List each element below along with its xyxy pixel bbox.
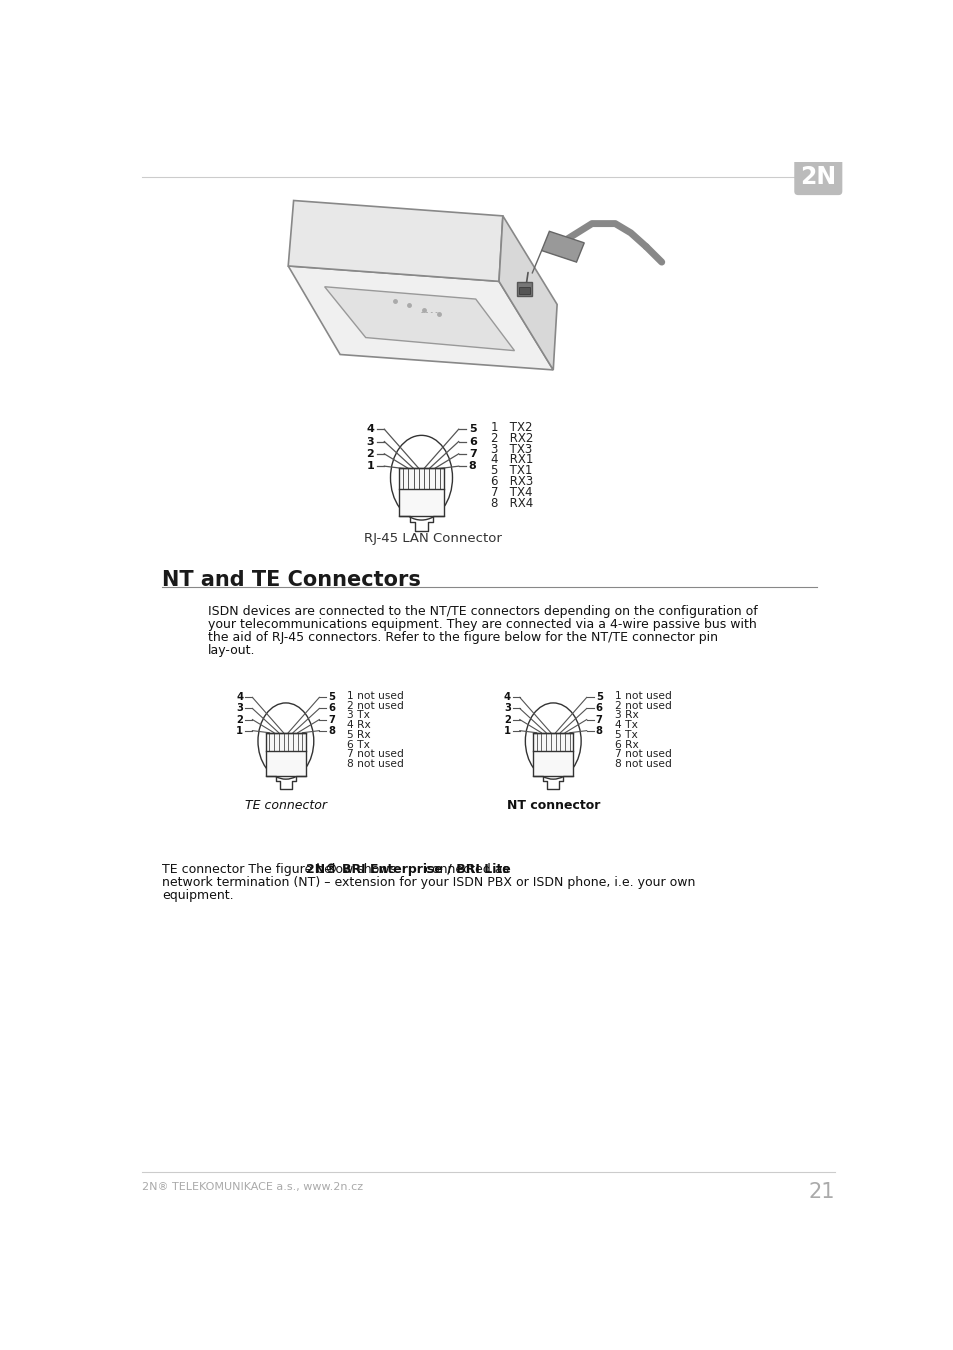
Polygon shape	[541, 231, 583, 262]
Text: 6   RX3: 6 RX3	[491, 475, 533, 489]
Text: 2 not used: 2 not used	[347, 701, 404, 710]
Text: the aid of RJ-45 connectors. Refer to the figure below for the NT/TE connector p: the aid of RJ-45 connectors. Refer to th…	[208, 630, 718, 644]
Text: 3: 3	[503, 703, 510, 713]
Text: 6 Rx: 6 Rx	[614, 740, 638, 749]
Text: 1: 1	[503, 726, 510, 736]
Text: RJ-45 LAN Connector: RJ-45 LAN Connector	[364, 532, 501, 544]
Text: 3 Tx: 3 Tx	[347, 710, 370, 721]
Text: 2N® TELEKOMUNIKACE a.s., www.2n.cz: 2N® TELEKOMUNIKACE a.s., www.2n.cz	[142, 1183, 363, 1192]
Text: 21: 21	[808, 1183, 835, 1203]
Text: 2: 2	[366, 448, 374, 459]
Text: 5   TX1: 5 TX1	[491, 464, 532, 478]
Text: 5 Rx: 5 Rx	[347, 730, 371, 740]
Text: - - - -: - - - -	[420, 309, 437, 315]
Text: 1: 1	[236, 726, 243, 736]
Bar	[265, 733, 306, 776]
Bar	[398, 468, 443, 516]
Polygon shape	[324, 286, 514, 351]
Text: 1   TX2: 1 TX2	[491, 421, 532, 435]
Text: 5 Tx: 5 Tx	[614, 730, 637, 740]
Text: 7: 7	[468, 448, 476, 459]
Text: NT and TE Connectors: NT and TE Connectors	[162, 570, 420, 590]
Text: 3: 3	[366, 436, 374, 447]
Text: 4   RX1: 4 RX1	[491, 454, 533, 467]
Text: 7   TX4: 7 TX4	[491, 486, 532, 500]
Bar	[517, 282, 532, 296]
Polygon shape	[498, 216, 557, 370]
Text: 6: 6	[596, 703, 602, 713]
Text: 1 not used: 1 not used	[347, 691, 404, 701]
Polygon shape	[288, 201, 502, 281]
Text: lay-out.: lay-out.	[208, 644, 255, 657]
Text: 1 not used: 1 not used	[614, 691, 671, 701]
Text: 5: 5	[596, 693, 602, 702]
Text: 8   RX4: 8 RX4	[491, 497, 533, 509]
Text: 2N® BRI Enterprise / BRI Lite: 2N® BRI Enterprise / BRI Lite	[305, 863, 510, 876]
Text: 2N: 2N	[800, 165, 836, 189]
Text: your telecommunications equipment. They are connected via a 4-wire passive bus w: your telecommunications equipment. They …	[208, 618, 757, 630]
Text: 6 Tx: 6 Tx	[347, 740, 370, 749]
Text: 7: 7	[328, 714, 335, 725]
Text: 7 not used: 7 not used	[614, 749, 671, 759]
Text: 2   RX2: 2 RX2	[491, 432, 533, 446]
Text: NT connector: NT connector	[506, 799, 599, 811]
Text: 1: 1	[366, 462, 374, 471]
Text: 8: 8	[328, 726, 335, 736]
Text: 4: 4	[236, 693, 243, 702]
Text: connected as: connected as	[421, 863, 509, 876]
Bar	[518, 286, 530, 294]
Text: 2: 2	[236, 714, 243, 725]
Text: 4 Rx: 4 Rx	[347, 720, 371, 730]
Text: 8: 8	[596, 726, 602, 736]
Text: network termination (NT) – extension for your ISDN PBX or ISDN phone, i.e. your : network termination (NT) – extension for…	[162, 876, 695, 888]
Polygon shape	[288, 266, 553, 370]
Text: 7 not used: 7 not used	[347, 749, 404, 759]
Text: equipment.: equipment.	[162, 888, 233, 902]
Text: 2 not used: 2 not used	[614, 701, 671, 710]
Text: TE connector The figure below shows: TE connector The figure below shows	[162, 863, 399, 876]
Text: 5: 5	[468, 424, 476, 435]
Text: 3   TX3: 3 TX3	[491, 443, 532, 456]
Text: 4 Tx: 4 Tx	[614, 720, 637, 730]
Text: ISDN devices are connected to the NT/TE connectors depending on the configuratio: ISDN devices are connected to the NT/TE …	[208, 605, 758, 618]
Bar	[533, 733, 573, 776]
Text: 7: 7	[596, 714, 602, 725]
Text: 5: 5	[328, 693, 335, 702]
Text: 6: 6	[468, 436, 476, 447]
FancyBboxPatch shape	[794, 158, 841, 196]
Text: 3 Rx: 3 Rx	[614, 710, 638, 721]
Text: 6: 6	[328, 703, 335, 713]
Text: TE connector: TE connector	[245, 799, 327, 811]
Text: 4: 4	[503, 693, 510, 702]
Text: 8 not used: 8 not used	[347, 759, 404, 769]
Text: 4: 4	[366, 424, 374, 435]
Text: 8 not used: 8 not used	[614, 759, 671, 769]
Text: 8: 8	[468, 462, 476, 471]
Text: 2: 2	[503, 714, 510, 725]
Text: 3: 3	[236, 703, 243, 713]
